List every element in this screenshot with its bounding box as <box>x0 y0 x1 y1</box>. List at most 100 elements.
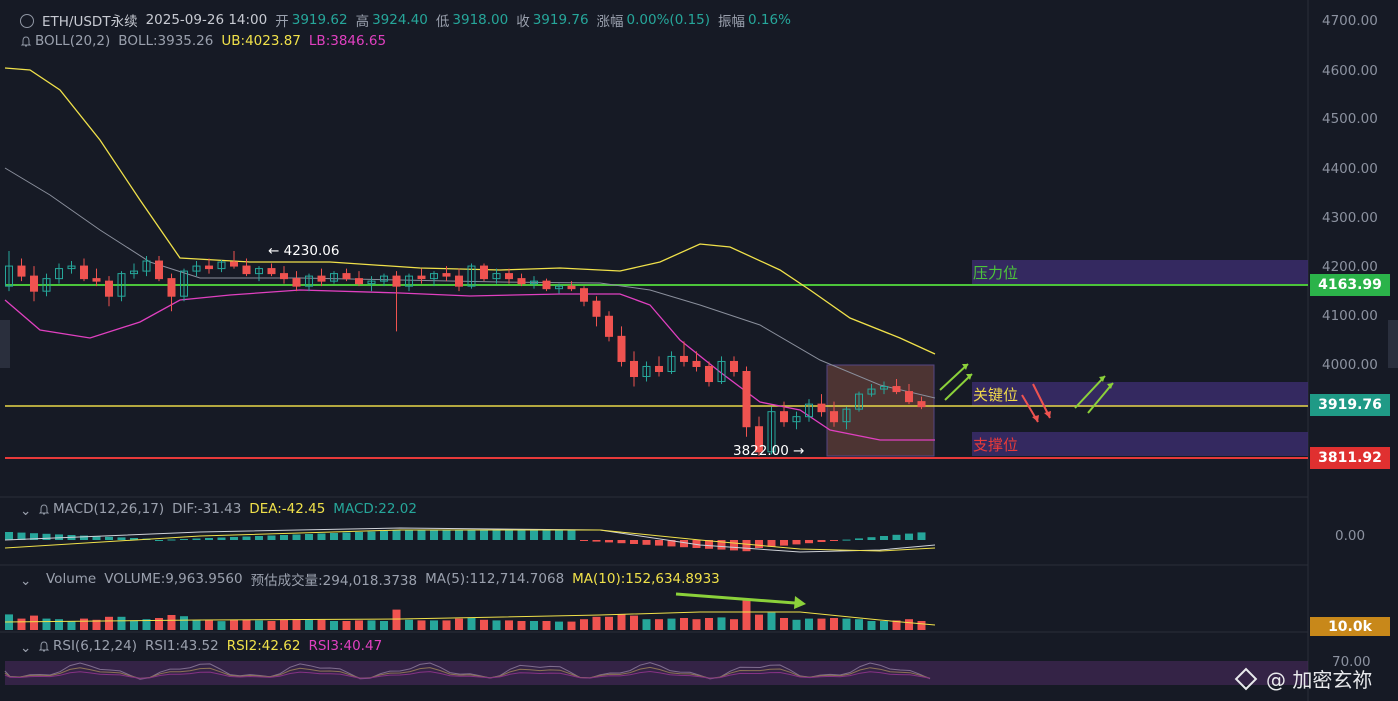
price-tick: 4300.00 <box>1322 210 1378 226</box>
candle-body <box>567 285 576 290</box>
volume-bar <box>192 620 201 630</box>
candle-body <box>80 265 88 280</box>
volume-bar <box>230 619 238 630</box>
volume-bar <box>467 618 476 630</box>
volume-bar <box>717 617 726 630</box>
rsi-name[interactable]: RSI(6,12,24) <box>53 638 137 654</box>
chevron-down-icon[interactable]: ⌄ <box>20 573 32 589</box>
macd-bar <box>792 540 801 545</box>
macd-bar <box>655 540 663 546</box>
boll-ub: UB:4023.87 <box>221 33 301 49</box>
volume-bar <box>367 620 376 630</box>
candle-body <box>792 416 801 423</box>
macd-dif: DIF:-31.43 <box>172 501 242 517</box>
volume-bar <box>105 616 113 630</box>
price-tick: 4500.00 <box>1322 111 1378 127</box>
macd-name[interactable]: MACD(12,26,17) <box>53 501 165 517</box>
candle-body <box>755 426 763 453</box>
symbol-icon[interactable] <box>20 14 34 28</box>
boll-lower-line <box>4 289 935 441</box>
consolidation-box <box>826 364 935 457</box>
candle-body <box>367 280 376 285</box>
candle-body <box>905 391 913 403</box>
close-label: 收 <box>516 14 530 30</box>
macd-bar <box>280 535 288 540</box>
volume-bar <box>17 618 26 630</box>
macd-bar <box>267 535 276 540</box>
candle-body <box>5 265 13 287</box>
alert-bell-icon[interactable] <box>20 36 32 48</box>
candle-body <box>605 315 613 337</box>
candle-body <box>392 275 401 287</box>
volume-bar <box>80 618 88 630</box>
amp-label: 振幅 <box>718 14 746 30</box>
macd-bar <box>92 536 101 540</box>
price-tick: 4700.00 <box>1322 13 1378 29</box>
macd-bar <box>105 536 113 540</box>
boll-name[interactable]: BOLL(20,2) <box>35 33 111 49</box>
macd-bar <box>880 536 888 540</box>
candle-body <box>442 273 451 277</box>
chevron-down-icon[interactable]: ⌄ <box>20 503 32 519</box>
macd-bar <box>305 534 313 540</box>
volume-tag: 10.0k <box>1310 617 1390 636</box>
candle-body <box>742 370 751 428</box>
macd-bar <box>842 539 851 541</box>
alert-bell-icon[interactable] <box>38 504 50 516</box>
alert-bell-icon[interactable] <box>38 641 50 653</box>
candle-body <box>680 355 688 362</box>
macd-bar <box>767 540 776 547</box>
right-collapse-tab[interactable] <box>1388 320 1398 368</box>
macd-bar <box>505 530 513 540</box>
volume-name[interactable]: Volume <box>46 571 97 587</box>
left-collapse-tab[interactable] <box>0 320 10 368</box>
candle-body <box>717 360 726 383</box>
symbol[interactable]: ETH/USDT永续 <box>42 14 138 30</box>
candle-body <box>117 273 126 297</box>
candle-body <box>142 260 151 272</box>
candle-body <box>517 278 526 285</box>
volume-bar <box>67 621 76 630</box>
volume-bar <box>642 619 651 630</box>
volume-value: VOLUME:9,963.9560 <box>104 571 243 587</box>
support-label: 支撑位 <box>973 436 1019 454</box>
volume-bar <box>405 619 413 630</box>
candle-body <box>255 268 263 275</box>
price-tick: 4200.00 <box>1322 259 1378 275</box>
candle-body <box>555 285 563 290</box>
volume-bar <box>667 618 676 630</box>
volume-bar <box>730 619 738 630</box>
volume-legend: ⌄ Volume VOLUME:9,963.9560 预估成交量:294,018… <box>20 569 728 589</box>
macd-bar <box>255 536 263 540</box>
high-annotation: ← 4230.06 <box>268 243 340 259</box>
support-price-tag: 3811.92 <box>1310 447 1390 469</box>
resistance-price-tag: 4163.99 <box>1310 274 1390 296</box>
macd-bar <box>217 537 226 540</box>
candle-body <box>92 278 101 282</box>
macd-bar <box>442 530 451 540</box>
high-value: 3924.40 <box>372 12 428 28</box>
macd-bar <box>492 530 501 540</box>
low-value: 3918.00 <box>452 12 509 28</box>
volume-bar <box>280 619 288 630</box>
macd-macd: MACD:22.02 <box>333 501 417 517</box>
macd-bar <box>542 530 551 540</box>
candle-body <box>280 273 288 280</box>
macd-bar <box>80 535 88 540</box>
datetime: 2025-09-26 14:00 <box>145 12 268 28</box>
volume-bar <box>217 621 226 630</box>
volume-ma-line <box>4 611 936 626</box>
candle-body <box>105 280 113 297</box>
volume-bar <box>805 618 813 630</box>
chevron-down-icon[interactable]: ⌄ <box>20 640 32 656</box>
volume-bar <box>705 618 713 630</box>
volume-bar <box>380 621 388 630</box>
candle-body <box>192 265 201 272</box>
macd-bar <box>230 537 238 540</box>
rsi1: RSI1:43.52 <box>145 638 219 654</box>
candle-body <box>380 275 388 282</box>
price-tick: 4600.00 <box>1322 63 1378 79</box>
macd-bar <box>30 533 38 540</box>
candle-body <box>317 275 326 282</box>
volume-bar <box>517 621 526 630</box>
